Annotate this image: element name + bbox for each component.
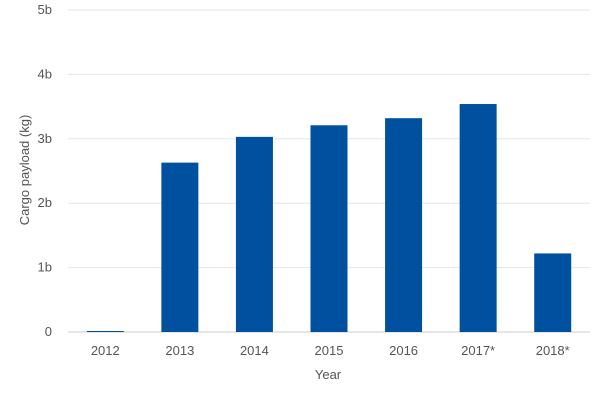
y-axis-ticks: 0 1b 2b 3b 4b 5b [38, 2, 52, 339]
y-tick-label: 1b [38, 260, 52, 275]
bar-2016[interactable] [385, 118, 423, 332]
bar-2013[interactable] [161, 162, 199, 332]
x-tick-label: 2015 [315, 343, 344, 358]
bar-2017-est[interactable] [459, 104, 497, 332]
x-tick-label: 2014 [240, 343, 269, 358]
y-tick-label: 0 [45, 324, 52, 339]
bar-2014[interactable] [235, 136, 273, 332]
y-axis-title: Cargo payload (kg) [17, 115, 32, 226]
x-tick-label: 2013 [165, 343, 194, 358]
x-axis-ticks: 2012 2013 2014 2015 2016 2017* 2018* [91, 343, 570, 358]
x-tick-label: 2018* [536, 343, 570, 358]
y-tick-label: 3b [38, 131, 52, 146]
x-tick-label: 2012 [91, 343, 120, 358]
bar-2018-est[interactable] [534, 253, 572, 332]
y-tick-label: 5b [38, 2, 52, 17]
bars [86, 104, 572, 332]
bar-2015[interactable] [310, 125, 348, 332]
x-axis-title: Year [315, 367, 342, 382]
bar-2012[interactable] [86, 331, 124, 332]
x-tick-label: 2016 [389, 343, 418, 358]
y-tick-label: 2b [38, 195, 52, 210]
x-tick-label: 2017* [461, 343, 495, 358]
y-tick-label: 4b [38, 66, 52, 81]
